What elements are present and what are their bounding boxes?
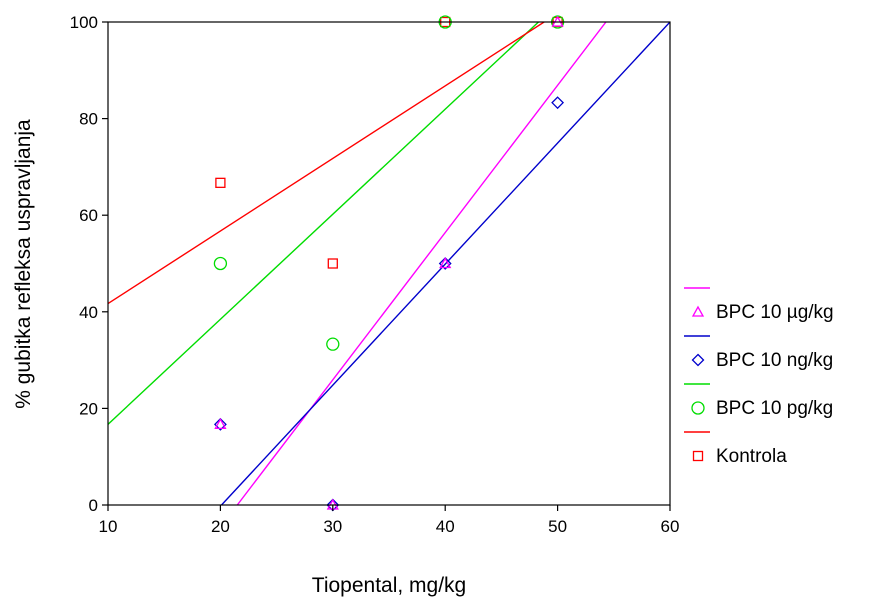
data-points [214,16,563,511]
point-kontrola [328,259,337,268]
legend-label-bpc-10-pg-kg: BPC 10 pg/kg [716,398,833,419]
axis-ticks: 10 20 30 40 50 60 0 20 40 60 80 100 [70,13,680,536]
x-tick-label: 30 [323,517,342,536]
point-bpc-10-ng-kg [552,97,563,108]
point-bpc-10-pg-kg [214,258,226,270]
legend-marker-bpc-10-pg-kg [692,402,704,414]
y-tick-label: 60 [79,206,98,225]
y-axis-title: % gubitka refleksa uspravljanja [12,119,35,409]
legend-label-bpc-10-ng-kg: BPC 10 ng/kg [716,350,833,371]
y-tick-label: 0 [89,496,98,515]
plot-area-frame [108,22,670,505]
legend-label-kontrola: Kontrola [716,446,787,467]
x-axis-title: Tiopental, mg/kg [312,574,466,597]
legend-marker-bpc-10-ug-kg [693,307,703,316]
x-tick-label: 20 [211,517,230,536]
y-tick-label: 20 [79,399,98,418]
x-tick-label: 40 [436,517,455,536]
legend-marker-bpc-10-ng-kg [693,355,704,366]
point-bpc-10-pg-kg [327,338,339,350]
fit-line-bpc-10-pg-kg [108,22,538,424]
x-tick-label: 50 [548,517,567,536]
x-tick-label: 60 [661,517,680,536]
point-kontrola [216,178,225,187]
legend: BPC 10 µg/kg BPC 10 ng/kg BPC 10 pg/kg Kont… [684,288,834,467]
y-tick-label: 100 [70,13,98,32]
fit-line-bpc-10-ug-kg [237,22,606,505]
y-tick-label: 80 [79,110,98,129]
fit-line-bpc-10-ng-kg [222,22,670,505]
fit-lines [108,22,670,505]
fit-line-kontrola [108,22,544,304]
y-tick-label: 40 [79,303,98,322]
legend-marker-kontrola [694,452,703,461]
legend-label-bpc-10-ug-kg: BPC 10 µg/kg [716,302,834,323]
x-tick-label: 10 [99,517,118,536]
